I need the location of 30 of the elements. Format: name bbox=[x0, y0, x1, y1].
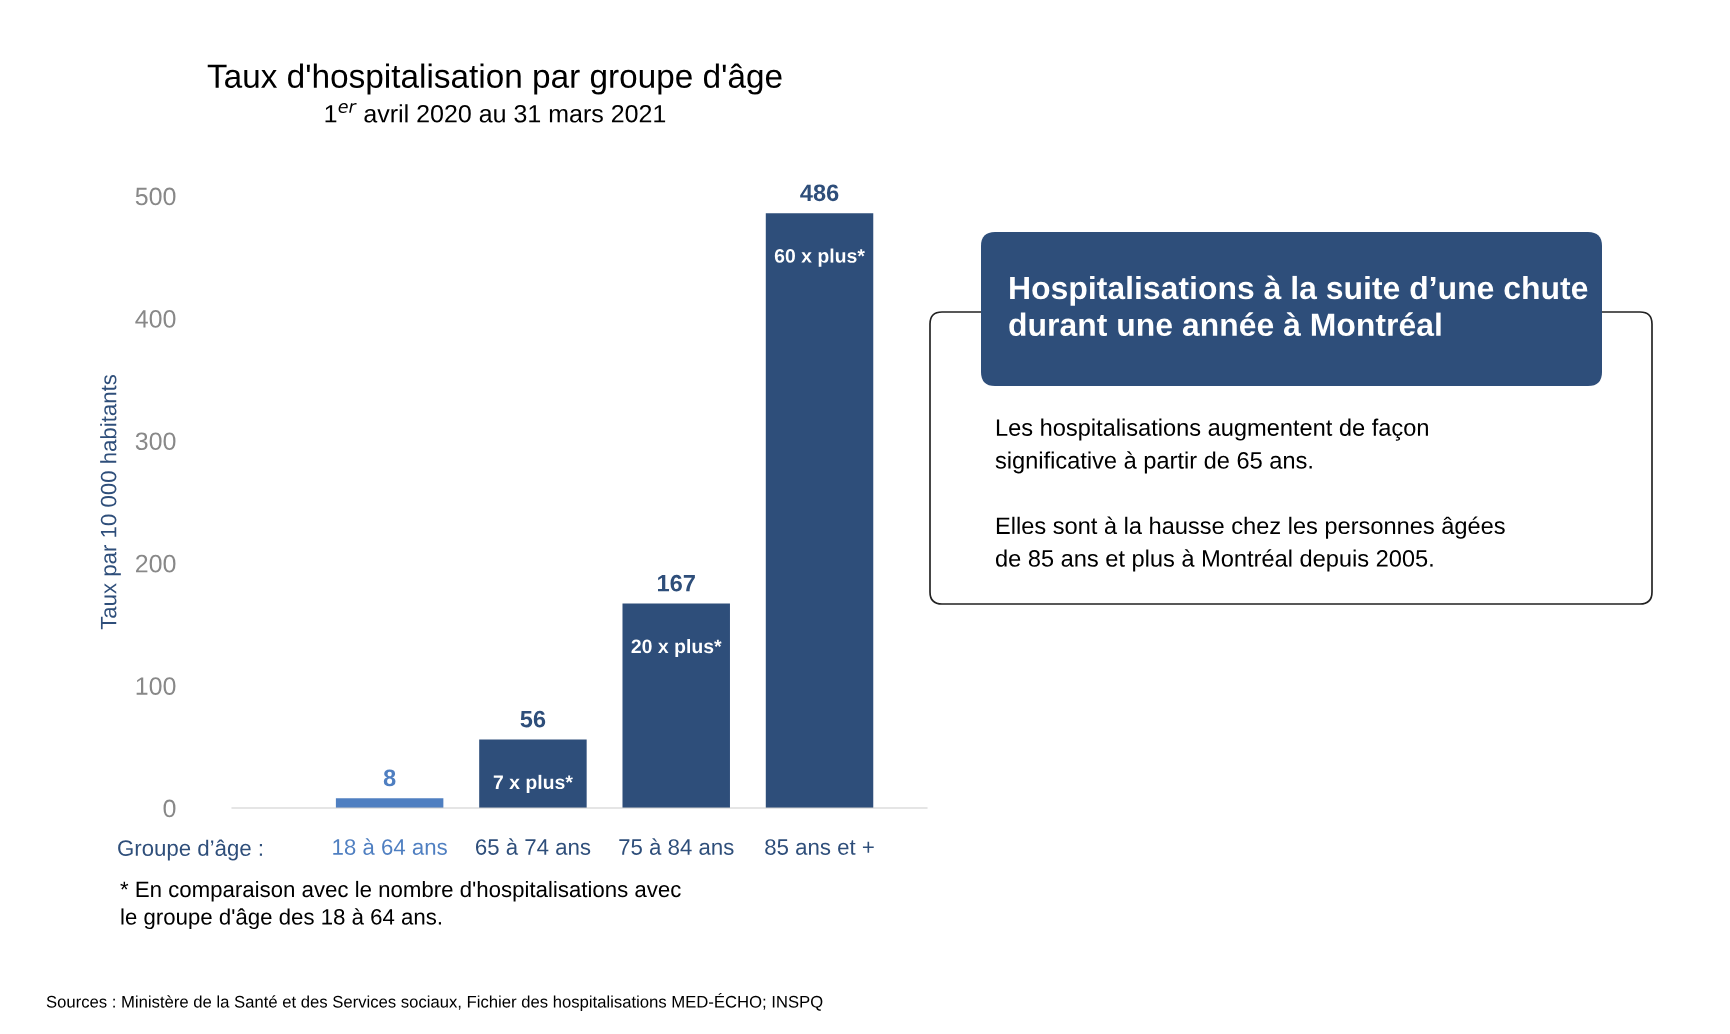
x-tick-label: 75 à 84 ans bbox=[619, 838, 734, 855]
data-label: 56 bbox=[520, 710, 546, 728]
text: Elles sont à la hausse chez les personnes âgées de 85 ans et plus à Montréal depuis 2005. bbox=[995, 516, 1505, 572]
bar bbox=[765, 213, 874, 808]
y-tick-label: 0 bbox=[163, 799, 176, 818]
text: * En comparaison avec le nombre d'hospitalisations avec le groupe d'âge des 18 à 64 ans. bbox=[120, 880, 681, 930]
chart-title: Taux d'hospitalisation par groupe d'âge bbox=[207, 63, 782, 95]
text: Les hospitalisations augmentent de façon significative à partir de 65 ans. bbox=[995, 418, 1428, 474]
x-tick-label: 85 ans et + bbox=[765, 839, 874, 855]
data-label: 167 bbox=[658, 574, 695, 592]
y-axis-title: Taux par 10 000 habitants bbox=[100, 374, 121, 630]
chart-subtitle: 1$^{er}$ avril 2020 au 31 mars 2021 bbox=[325, 102, 666, 123]
bar bbox=[335, 798, 444, 808]
source-note: Sources : Ministère de la Santé et des Services sociaux, Fichier des hospitalisations MED-ÉCHO; INSPQ bbox=[46, 993, 823, 1011]
y-tick-label: 500 bbox=[135, 187, 176, 206]
x-tick-label: 65 à 74 ans bbox=[475, 838, 591, 855]
y-tick-label: 300 bbox=[135, 432, 176, 451]
bar bbox=[622, 603, 730, 808]
x-tick-label: 18 à 64 ans bbox=[333, 838, 447, 855]
data-label: 486 bbox=[800, 184, 839, 202]
y-tick-label: 100 bbox=[136, 677, 176, 695]
text: Hospitalisations à la suite d’une chute durant une année à Montréal bbox=[1009, 275, 1588, 337]
annotation: 60 x plus* bbox=[774, 248, 865, 267]
y-tick-label: 200 bbox=[136, 554, 176, 573]
data-label: 8 bbox=[383, 769, 396, 787]
bar bbox=[479, 739, 587, 808]
annotation: 7 x plus* bbox=[493, 774, 573, 793]
x-axis-title: Groupe d’âge : bbox=[118, 839, 262, 861]
annotation: 20 x plus* bbox=[631, 638, 722, 658]
y-tick-label: 400 bbox=[135, 310, 176, 328]
